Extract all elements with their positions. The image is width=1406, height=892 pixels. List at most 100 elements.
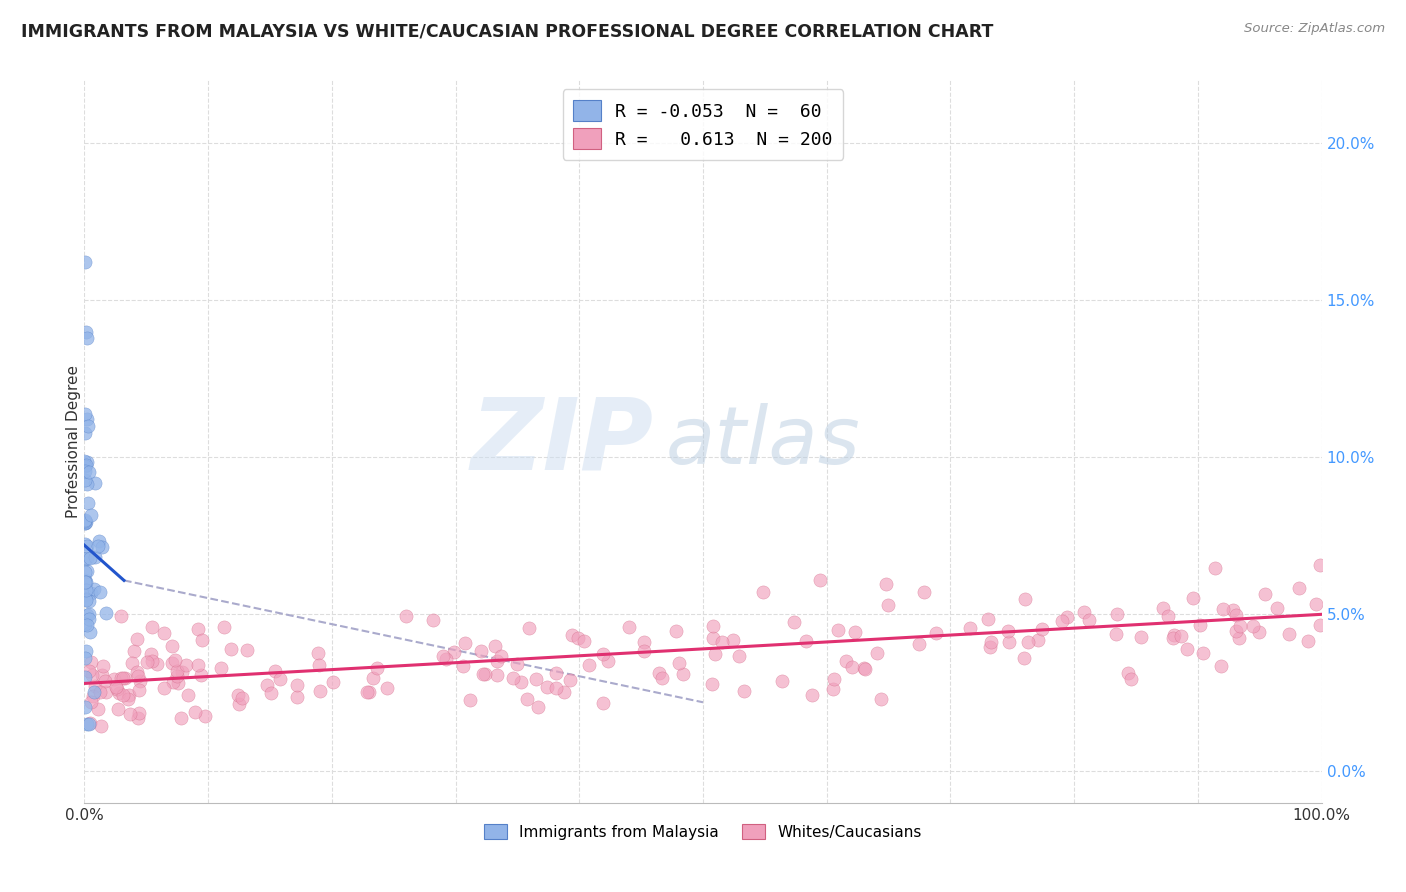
- Point: [1309, 558, 1331, 572]
- Point: [668, 657, 690, 671]
- Point: [75, 552, 97, 566]
- Point: [177, 688, 200, 702]
- Point: [77, 612, 100, 626]
- Point: [1192, 646, 1215, 660]
- Point: [108, 686, 131, 700]
- Point: [75, 573, 97, 587]
- Point: [434, 652, 457, 666]
- Point: [75, 593, 97, 607]
- Point: [1209, 659, 1232, 673]
- Point: [517, 621, 540, 635]
- Point: [1157, 609, 1180, 624]
- Point: [1229, 631, 1251, 645]
- Point: [485, 655, 508, 669]
- Point: [194, 708, 217, 723]
- Point: [121, 656, 143, 670]
- Point: [187, 622, 209, 636]
- Point: [472, 667, 495, 681]
- Point: [924, 626, 946, 640]
- Point: [166, 669, 188, 683]
- Point: [1078, 613, 1101, 627]
- Point: [422, 613, 444, 627]
- Point: [77, 594, 100, 608]
- Point: [1175, 642, 1198, 657]
- Text: ZIP: ZIP: [471, 393, 654, 490]
- Point: [94, 673, 117, 688]
- Point: [79, 551, 101, 566]
- Point: [665, 624, 688, 639]
- Point: [89, 585, 111, 599]
- Point: [546, 681, 568, 695]
- Point: [73, 425, 96, 440]
- Point: [256, 678, 278, 692]
- Point: [235, 642, 257, 657]
- Point: [75, 592, 97, 607]
- Point: [527, 700, 550, 714]
- Point: [592, 647, 614, 661]
- Point: [375, 681, 398, 695]
- Point: [827, 623, 849, 637]
- Point: [394, 609, 416, 624]
- Point: [111, 672, 134, 686]
- Point: [1014, 592, 1036, 607]
- Point: [308, 684, 330, 698]
- Point: [1026, 632, 1049, 647]
- Point: [226, 689, 249, 703]
- Point: [153, 625, 176, 640]
- Point: [73, 670, 96, 684]
- Point: [770, 674, 793, 689]
- Point: [153, 681, 176, 695]
- Point: [443, 645, 465, 659]
- Point: [73, 459, 96, 474]
- Point: [103, 672, 125, 686]
- Point: [82, 690, 104, 704]
- Point: [592, 697, 614, 711]
- Point: [1222, 603, 1244, 617]
- Point: [619, 620, 641, 634]
- Point: [366, 661, 388, 675]
- Point: [111, 689, 134, 703]
- Point: [118, 706, 141, 721]
- Point: [91, 658, 114, 673]
- Point: [486, 668, 509, 682]
- Point: [544, 665, 567, 680]
- Point: [710, 635, 733, 649]
- Point: [118, 688, 141, 702]
- Point: [633, 635, 655, 649]
- Point: [980, 635, 1002, 649]
- Point: [77, 665, 100, 679]
- Legend: Immigrants from Malaysia, Whites/Caucasians: Immigrants from Malaysia, Whites/Caucasi…: [478, 818, 928, 846]
- Point: [1277, 627, 1299, 641]
- Point: [356, 685, 378, 699]
- Point: [810, 573, 832, 587]
- Point: [75, 574, 97, 589]
- Y-axis label: Professional Degree: Professional Degree: [66, 365, 80, 518]
- Point: [212, 620, 235, 634]
- Point: [1119, 672, 1142, 686]
- Point: [796, 633, 818, 648]
- Point: [105, 682, 128, 697]
- Point: [997, 624, 1019, 638]
- Point: [510, 675, 533, 690]
- Point: [908, 637, 931, 651]
- Point: [75, 616, 97, 631]
- Point: [129, 673, 152, 688]
- Point: [79, 695, 101, 709]
- Point: [127, 711, 149, 725]
- Point: [1309, 617, 1331, 632]
- Point: [75, 583, 97, 598]
- Point: [219, 642, 242, 657]
- Point: [458, 693, 481, 707]
- Point: [1241, 619, 1264, 633]
- Point: [841, 660, 863, 674]
- Point: [125, 632, 148, 646]
- Point: [77, 495, 100, 509]
- Point: [451, 658, 474, 673]
- Point: [1073, 605, 1095, 619]
- Point: [174, 658, 197, 673]
- Point: [633, 644, 655, 658]
- Point: [75, 458, 97, 472]
- Point: [128, 706, 150, 720]
- Point: [1288, 581, 1310, 595]
- Point: [84, 679, 107, 693]
